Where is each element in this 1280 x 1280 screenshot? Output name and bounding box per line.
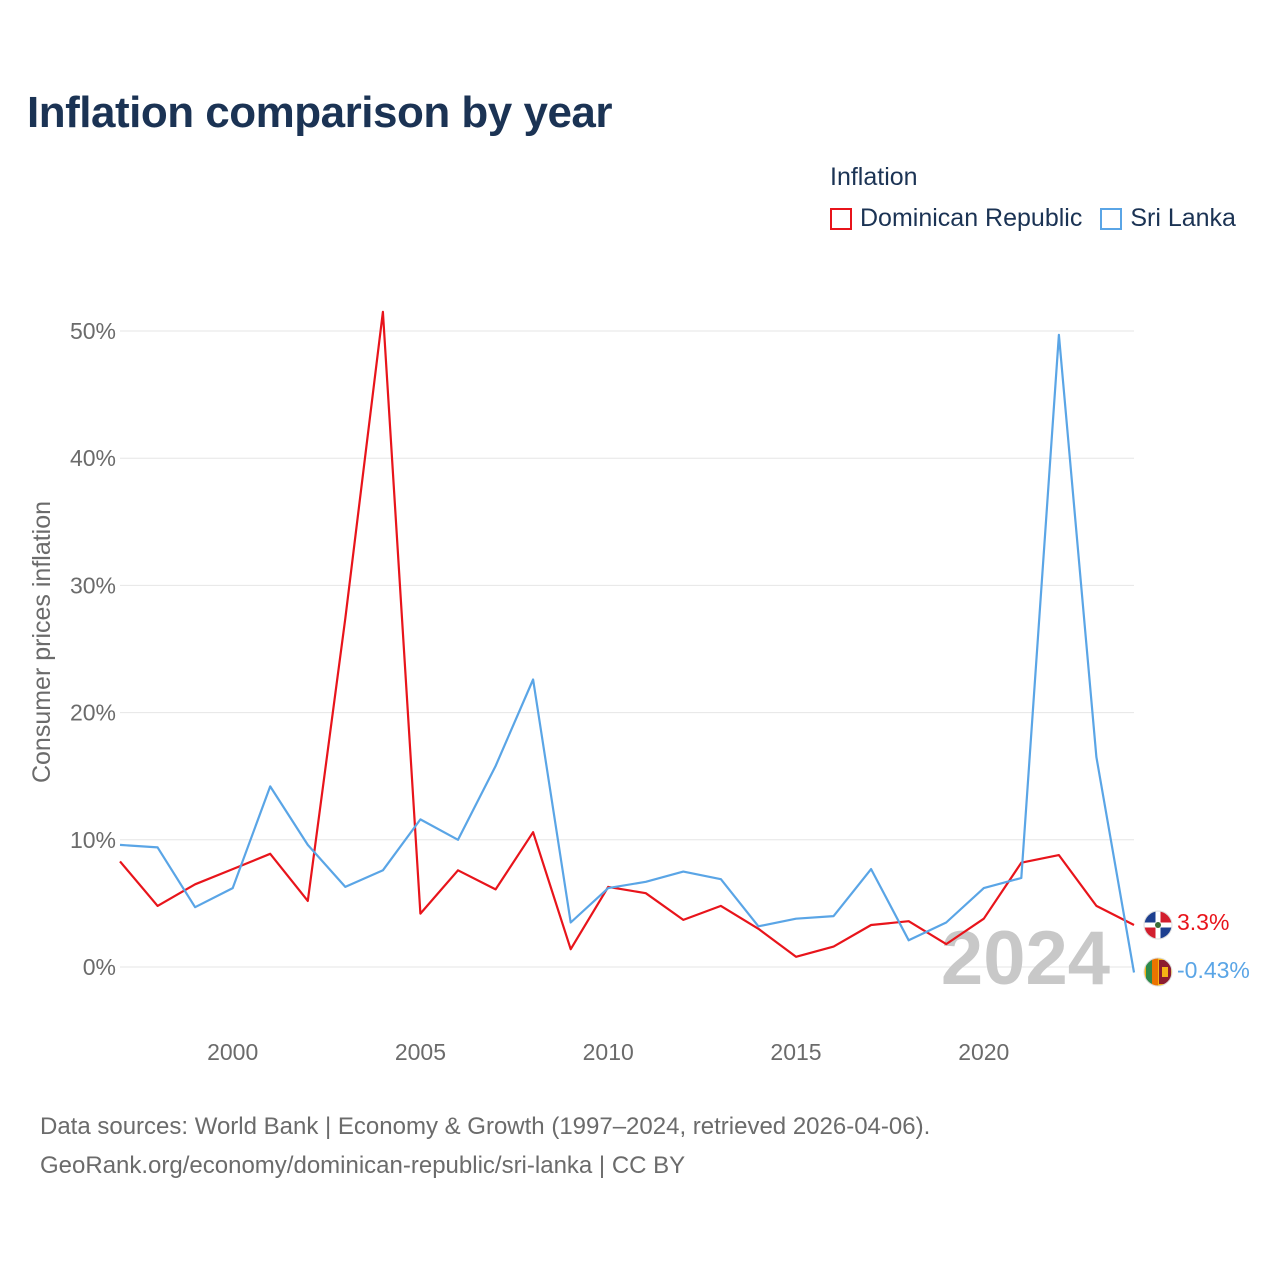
y-tick-label: 20% [70, 700, 116, 726]
x-axis-ticks: 2000 2005 2010 2015 2020 [207, 1039, 1009, 1065]
series-lines [119, 310, 1136, 973]
line-chart: 0% 10% 20% 30% 40% 50% 2000 2005 2010 2015 2020 C… [28, 310, 1250, 1065]
legend-item-sri-lanka[interactable]: Sri Lanka [1100, 204, 1236, 233]
y-tick-label: 30% [70, 572, 116, 598]
y-axis-ticks: 0% 10% 20% 30% 40% 50% [70, 318, 116, 980]
highlight-year-label: 2024 [941, 916, 1110, 1001]
chart-title: Inflation comparison by year [27, 88, 613, 137]
x-tick-label: 2005 [395, 1039, 446, 1065]
source-note: Data sources: World Bank | Economy & Gro… [40, 1107, 930, 1185]
y-tick-label: 50% [70, 318, 116, 344]
legend-label-sri-lanka: Sri Lanka [1130, 204, 1236, 232]
y-tick-label: 0% [83, 954, 116, 980]
y-tick-label: 10% [70, 827, 116, 853]
x-tick-label: 2010 [583, 1039, 634, 1065]
sri-lanka-end-value: -0.43% [1177, 957, 1250, 983]
legend-label-dominican-republic: Dominican Republic [860, 204, 1083, 232]
y-axis-label: Consumer prices inflation [28, 501, 56, 783]
legend-title: Inflation [830, 163, 918, 191]
sri-lanka-flag-icon [1143, 957, 1173, 987]
dominican-republic-flag-icon [1143, 910, 1173, 940]
source-line-2[interactable]: GeoRank.org/economy/dominican-republic/s… [40, 1152, 686, 1179]
y-tick-label: 40% [70, 445, 116, 471]
source-line-1: Data sources: World Bank | Economy & Gro… [40, 1113, 931, 1140]
x-tick-label: 2000 [207, 1039, 258, 1065]
legend-swatch-dominican-republic [830, 207, 852, 230]
x-tick-label: 2015 [770, 1039, 821, 1065]
series-line-dominican-republic[interactable] [119, 310, 1135, 958]
dominican-republic-end-value: 3.3% [1177, 909, 1229, 935]
grid-lines [120, 330, 1134, 968]
legend: Dominican Republic Sri Lanka [830, 204, 1254, 233]
legend-swatch-sri-lanka [1100, 207, 1123, 230]
series-line-sri-lanka[interactable] [119, 333, 1136, 973]
series-end-markers: 3.3% -0.43% [1143, 909, 1250, 987]
legend-item-dominican-republic[interactable]: Dominican Republic [830, 204, 1082, 233]
x-tick-label: 2020 [958, 1039, 1009, 1065]
